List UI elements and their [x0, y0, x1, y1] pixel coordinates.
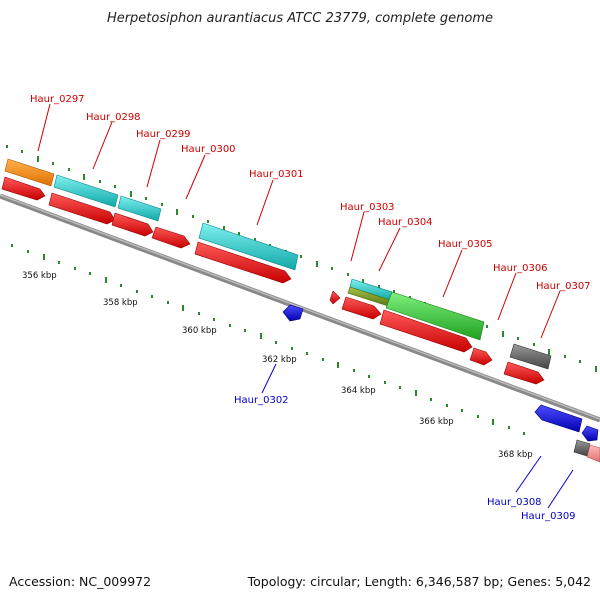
accession-text: Accession: NC_009972: [9, 574, 151, 589]
feature-orange-0297[interactable]: [4, 158, 55, 187]
scale-label-362: 362 kbp: [262, 355, 297, 365]
feature-pink-reverse[interactable]: [586, 444, 600, 463]
gene-label-0301[interactable]: Haur_0301: [249, 169, 304, 180]
gene-label-0308[interactable]: Haur_0308: [487, 497, 542, 508]
reverse-feature-row: [282, 304, 600, 463]
gene-label-0303[interactable]: Haur_0303: [340, 202, 395, 213]
gene-label-0299[interactable]: Haur_0299: [136, 129, 191, 140]
feature-cyan-0298[interactable]: [53, 174, 119, 208]
genome-backbone-highlight: [0, 194, 600, 420]
gene-label-0298[interactable]: Haur_0298: [86, 112, 141, 123]
gene-label-0309[interactable]: Haur_0309: [521, 511, 576, 522]
gene-label-0306[interactable]: Haur_0306: [493, 263, 548, 274]
gene-label-0305[interactable]: Haur_0305: [438, 239, 493, 250]
gene-label-0302[interactable]: Haur_0302: [234, 395, 289, 406]
cds-arrow-0305[interactable]: [469, 347, 493, 366]
cds-arrow-0304[interactable]: [379, 309, 473, 353]
cds-arrow-0307[interactable]: [503, 361, 545, 385]
cds-arrow-0301[interactable]: [194, 241, 292, 284]
forward-gene-labels: Haur_0297 Haur_0298 Haur_0299 Haur_0300 …: [30, 94, 591, 292]
cds-arrow-0302[interactable]: [282, 304, 304, 322]
forward-feature-row: [4, 158, 552, 370]
label-leaders: [37, 103, 574, 509]
scale-label-360: 360 kbp: [182, 326, 217, 336]
genome-title: Herpetosiphon aurantiacus ATCC 23779, co…: [107, 11, 493, 26]
cds-arrow-small[interactable]: [329, 290, 341, 305]
cds-arrow-0300[interactable]: [151, 226, 191, 249]
gene-label-0304[interactable]: Haur_0304: [378, 217, 433, 228]
gene-label-0297[interactable]: Haur_0297: [30, 94, 85, 105]
cds-arrow-0308[interactable]: [534, 404, 583, 433]
scale-label-368: 368 kbp: [498, 450, 533, 460]
scale-label-358: 358 kbp: [103, 298, 138, 308]
cds-arrow-0297[interactable]: [1, 176, 46, 201]
cds-arrow-0309[interactable]: [581, 425, 599, 442]
feature-cyan-0301[interactable]: [198, 222, 299, 271]
reverse-gene-labels: Haur_0302 Haur_0308 Haur_0309: [234, 395, 576, 522]
cds-arrow-0298[interactable]: [48, 192, 116, 225]
inner-tick-row: [11, 244, 525, 435]
topology-text: Topology: circular; Length: 6,346,587 bp…: [247, 574, 591, 589]
scale-label-366: 366 kbp: [419, 417, 454, 427]
forward-cds-row: [1, 176, 545, 385]
feature-gray-0306[interactable]: [509, 343, 552, 370]
gene-label-0307[interactable]: Haur_0307: [536, 281, 591, 292]
scale-label-364: 364 kbp: [341, 386, 376, 396]
feature-cyan-0299[interactable]: [117, 195, 162, 222]
cds-arrow-0299[interactable]: [111, 212, 154, 237]
cds-arrow-0303[interactable]: [341, 296, 382, 320]
scale-label-356: 356 kbp: [22, 271, 57, 281]
feature-green-0304[interactable]: [385, 291, 485, 341]
gene-label-0300[interactable]: Haur_0300: [181, 144, 236, 155]
scale-labels: 356 kbp 358 kbp 360 kbp 362 kbp 364 kbp …: [22, 271, 533, 460]
